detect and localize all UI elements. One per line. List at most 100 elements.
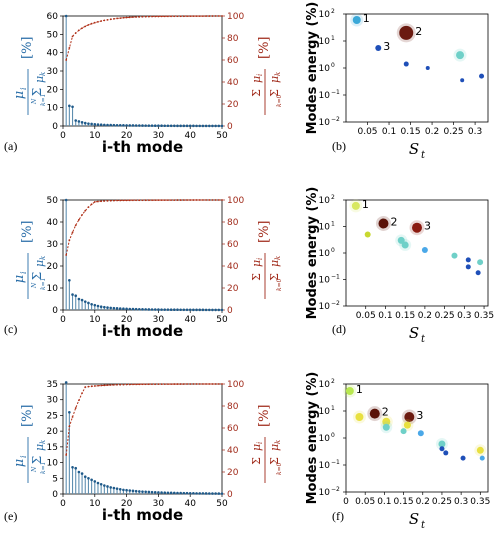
- cumulative-marker: [65, 454, 68, 456]
- mu-r2-sub: k: [274, 72, 282, 76]
- x-tick-label: 0.3: [457, 311, 471, 321]
- panel-label: (a): [4, 139, 17, 153]
- sigma: Σ: [30, 456, 44, 464]
- x-tick-label: 0.35: [474, 311, 494, 321]
- y-tick-label: 0: [52, 490, 58, 500]
- y2-tick-label: 40: [227, 262, 239, 272]
- bar-marker: [74, 294, 78, 298]
- bar-marker: [214, 124, 217, 128]
- bar-marker: [217, 124, 221, 128]
- bar-marker: [204, 308, 208, 312]
- cumulative-marker: [128, 199, 131, 202]
- bar-marker: [77, 470, 81, 474]
- cumulative-marker: [144, 15, 147, 18]
- y2-tick-label: 20: [227, 468, 239, 478]
- mode-point: [451, 252, 458, 259]
- cumulative-marker: [128, 383, 131, 386]
- mode-point: [439, 446, 445, 452]
- bar-marker: [147, 308, 151, 311]
- cumulative-marker: [135, 16, 138, 18]
- bar-marker: [204, 492, 208, 495]
- bar-marker: [74, 466, 78, 470]
- cumulative-marker: [192, 15, 195, 18]
- sigma: Σ: [30, 88, 44, 96]
- cumulative-marker: [151, 383, 153, 386]
- x-tick-label: 0.05: [356, 311, 376, 321]
- y-tick-label: 20: [47, 427, 59, 437]
- bar-marker: [77, 120, 81, 123]
- cumulative-marker: [68, 239, 71, 242]
- y-tick-label: 10: [319, 223, 331, 233]
- panel-label: (b): [332, 139, 346, 153]
- x-tick-label: 50: [216, 499, 228, 509]
- bar-marker: [118, 487, 122, 491]
- cumulative-marker: [182, 383, 185, 385]
- y-tick-label: 30: [47, 240, 59, 250]
- y2-tick-label: 100: [227, 380, 244, 390]
- energy-bar-chart-3: 0 5 10 15 20 25 30 35 0 20 40 60 80 100 0 10 20 30 40 50 i-t…: [12, 380, 283, 524]
- cumulative-marker: [154, 199, 157, 202]
- bar-marker: [134, 124, 138, 127]
- panel-label: (e): [4, 509, 17, 523]
- st-t: t: [421, 520, 426, 531]
- bar-marker: [201, 124, 205, 128]
- x-tick-label: 0.25: [435, 311, 455, 321]
- cumulative-marker: [90, 203, 93, 206]
- sum-upper: N: [31, 98, 38, 105]
- cumulative-marker: [74, 32, 77, 34]
- y-tick-label: 10: [319, 461, 331, 471]
- bar-marker: [71, 293, 74, 296]
- cumulative-marker: [179, 383, 182, 385]
- plot-frame: [345, 383, 489, 493]
- y2-tick-label: 60: [227, 240, 239, 250]
- bar-marker: [220, 124, 224, 128]
- pct-right: [%]: [257, 37, 272, 60]
- y-tick-label: 10: [319, 302, 331, 312]
- y2-tick-label: 20: [227, 284, 239, 294]
- mu-sub: i: [19, 455, 28, 458]
- cumulative-marker: [81, 27, 83, 29]
- cumulative-marker: [211, 199, 214, 201]
- bar-marker: [115, 123, 119, 127]
- mu-r2: μ: [268, 260, 281, 267]
- mu-r1: μ: [250, 260, 263, 267]
- cumulative-marker: [217, 15, 220, 17]
- bar-marker: [211, 124, 214, 128]
- cumulative-marker: [71, 35, 74, 38]
- cumulative-marker: [109, 199, 112, 202]
- bar-marker: [147, 490, 151, 494]
- y-tick-exp: −2: [331, 116, 340, 123]
- bar-marker: [99, 482, 103, 486]
- x-tick-label: 0.05: [357, 127, 377, 137]
- cumulative-marker: [100, 200, 103, 203]
- cumulative-marker: [106, 384, 109, 387]
- cumulative-marker: [84, 25, 87, 28]
- bar-marker: [182, 491, 186, 495]
- sum-lower: k=1: [40, 462, 47, 474]
- bar-marker: [103, 484, 106, 487]
- x-tick-label: 30: [153, 499, 165, 509]
- cumulative-marker: [163, 383, 166, 386]
- bar-marker: [192, 124, 195, 128]
- y-tick-exp: −1: [331, 274, 340, 281]
- bar-marker: [188, 491, 192, 495]
- mode-point: [403, 421, 411, 429]
- x-tick-label: 50: [216, 315, 228, 325]
- cumulative-line: [65, 383, 222, 455]
- cumulative-marker: [68, 47, 71, 49]
- cumulative-marker: [87, 385, 90, 388]
- mode-point: [460, 78, 465, 83]
- cumulative-marker: [116, 17, 118, 20]
- cumulative-marker: [109, 384, 112, 386]
- bar-marker: [198, 492, 202, 495]
- bar-marker: [87, 122, 90, 125]
- cumulative-marker: [179, 199, 182, 201]
- bar-marker: [109, 123, 112, 127]
- cumulative-marker: [103, 384, 106, 387]
- cumulative-marker: [208, 199, 211, 201]
